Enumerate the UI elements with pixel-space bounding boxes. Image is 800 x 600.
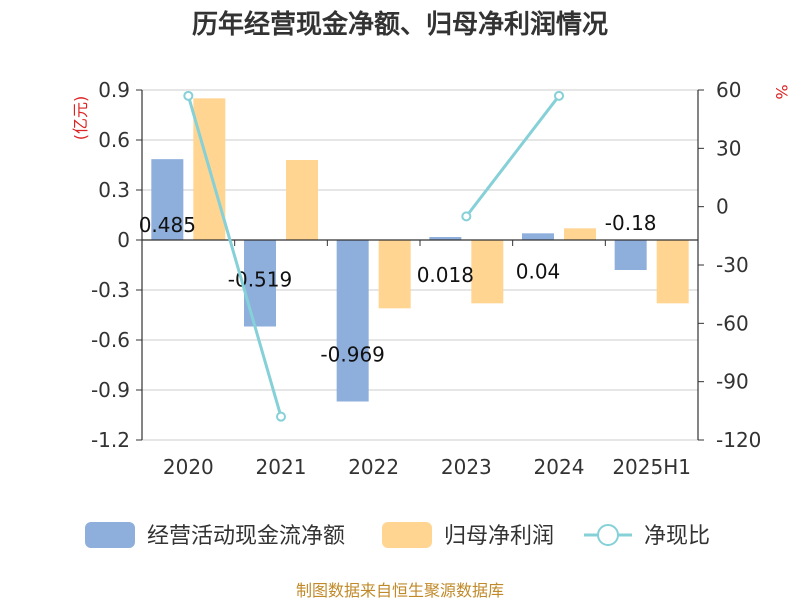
- bar-cashflow: [522, 233, 554, 240]
- right-tick-label: -60: [716, 311, 749, 335]
- bar-profit: [564, 228, 596, 240]
- right-tick-label: -90: [716, 370, 749, 394]
- bar-cashflow: [429, 237, 462, 240]
- left-tick-label: 0: [117, 228, 130, 252]
- data-label: 0.485: [139, 213, 196, 237]
- left-axis-unit: (亿元): [71, 96, 90, 141]
- ratio-line-segment: [465, 94, 561, 218]
- chart-title: 历年经营现金净额、归母净利润情况: [192, 9, 608, 40]
- ratio-point: [554, 90, 564, 101]
- bar-profit: [471, 240, 504, 304]
- ratio-point: [183, 90, 194, 101]
- legend-swatch-profit: [382, 522, 432, 548]
- source-note: 制图数据来自恒生聚源数据库: [296, 581, 504, 600]
- ratio-point: [276, 411, 286, 422]
- x-tick-label: 2020: [163, 455, 214, 479]
- right-tick-label: -30: [716, 253, 749, 277]
- data-label: 0.04: [516, 259, 561, 283]
- bar-profit: [286, 160, 318, 240]
- x-tick-label: 2025H1: [612, 455, 691, 479]
- bar-cashflow: [336, 240, 369, 402]
- legend-label-ratio: 净现比: [644, 524, 710, 549]
- left-tick-label: -1.2: [91, 428, 130, 452]
- legend-swatch-cashflow: [85, 522, 135, 548]
- data-label: -0.18: [605, 211, 657, 235]
- data-label: 0.018: [417, 263, 474, 287]
- legend-marker-ratio: [597, 524, 619, 546]
- right-tick-label: 0: [716, 195, 729, 219]
- ratio-line-segment: [186, 95, 283, 418]
- bar-cashflow: [614, 240, 647, 270]
- data-label: -0.969: [320, 343, 384, 367]
- left-tick-label: -0.3: [91, 278, 130, 302]
- legend: 经营活动现金流净额 归母净利润 净现比: [85, 522, 710, 549]
- legend-label-cashflow: 经营活动现金流净额: [147, 524, 345, 549]
- left-tick-label: 0.6: [98, 128, 130, 152]
- right-tick-label: 60: [716, 78, 741, 102]
- x-tick-label: 2021: [256, 455, 307, 479]
- right-axis-unit: %: [772, 84, 791, 99]
- x-tick-label: 2023: [441, 455, 492, 479]
- right-tick-label: -120: [716, 428, 761, 452]
- left-tick-label: 0.9: [98, 78, 130, 102]
- legend-label-profit: 归母净利润: [444, 524, 554, 549]
- left-tick-label: 0.3: [98, 178, 130, 202]
- right-tick-label: 30: [716, 136, 741, 160]
- axes: 0.9 0.6 0.3 0 -0.3 -0.6 -0.9 -1.2 60 30 0 -30 -60 -90…: [91, 78, 761, 479]
- x-tick-label: 2022: [348, 455, 399, 479]
- x-tick-label: 2024: [534, 455, 585, 479]
- line-layer: [183, 90, 564, 422]
- left-tick-label: -0.6: [91, 328, 130, 352]
- left-tick-label: -0.9: [91, 378, 130, 402]
- bar-cashflow: [151, 159, 184, 240]
- bar-layer: [151, 98, 689, 402]
- ratio-point: [461, 211, 472, 222]
- bar-profit: [378, 240, 411, 309]
- bar-profit: [656, 240, 689, 304]
